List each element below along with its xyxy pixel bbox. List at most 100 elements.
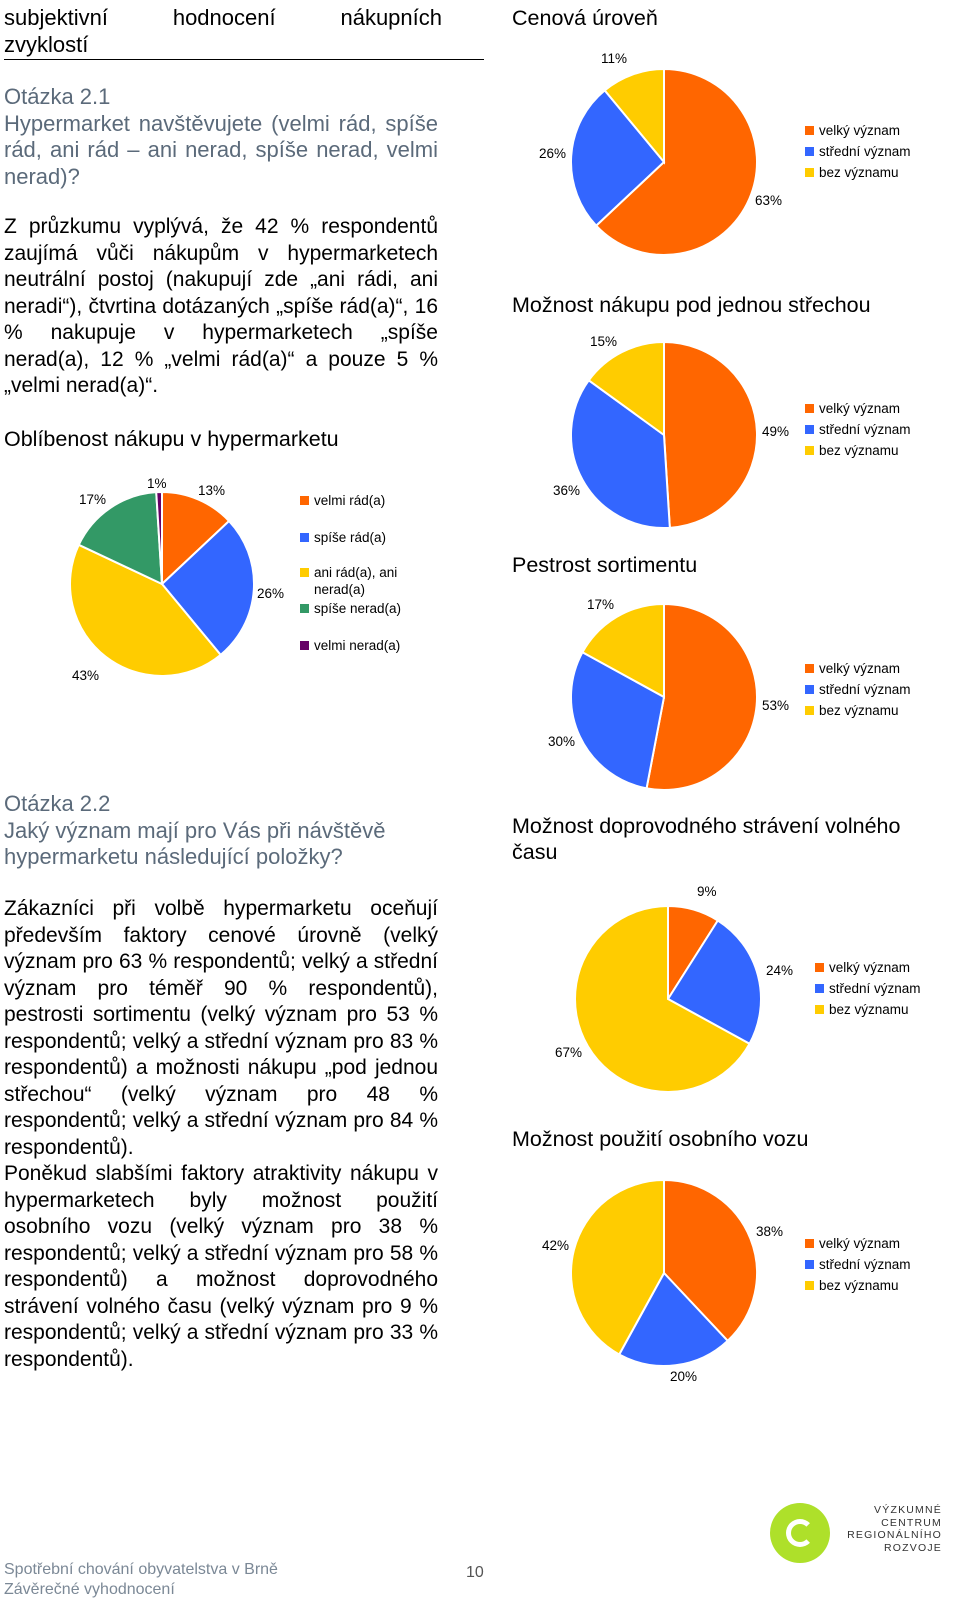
data-label: 38% — [756, 1224, 784, 1239]
data-label: 9% — [697, 884, 717, 899]
data-label: 26% — [257, 586, 285, 601]
legend-oblibenost: velmi rád(a) spíše rád(a) ani rád(a), an… — [300, 490, 450, 656]
legend-label: bez významu — [819, 443, 899, 458]
legend-label: střední význam — [819, 682, 911, 697]
legend-label: střední význam — [819, 422, 911, 437]
pie-slice — [667, 904, 720, 1003]
legend-swatch — [805, 147, 814, 156]
legend-swatch — [300, 568, 309, 577]
legend-item: spíše nerad(a) — [300, 598, 450, 619]
pie-slice — [663, 340, 758, 529]
legend-swatch — [300, 533, 309, 542]
legend-swatch — [805, 404, 814, 413]
pie-slice — [663, 1178, 758, 1343]
footer-line1: Spotřební chování obyvatelstva v Brně — [4, 1561, 278, 1578]
legend-swatch — [805, 685, 814, 694]
legend-label: spíše nerad(a) — [314, 601, 402, 616]
pie-slice — [570, 88, 666, 228]
legend-label: velký význam — [819, 661, 901, 676]
legend-item: střední význam — [805, 679, 911, 700]
question-label: Otázka 2.2 — [4, 791, 111, 816]
legend-swatch — [300, 496, 309, 505]
legend-label: ani rád(a), ani nerad(a) — [314, 565, 398, 597]
pie-slice — [594, 67, 758, 256]
legend-label: bez významu — [819, 1278, 899, 1293]
pie-slice — [160, 519, 255, 657]
legend-osobni-vuz: velký význam střední význam bez významu — [805, 1233, 911, 1296]
chart-title: Možnost použití osobního vozu — [512, 1127, 809, 1151]
chart-title: Cenová úroveň — [512, 6, 658, 30]
legend-label: bez významu — [819, 703, 899, 718]
legend-item: střední význam — [805, 419, 911, 440]
pie-slice — [69, 543, 223, 677]
pie-slice — [570, 650, 666, 790]
legend-swatch — [815, 1005, 824, 1014]
pie-slice — [155, 490, 163, 585]
legend-item: bez významu — [815, 999, 921, 1020]
pie-slice — [574, 904, 751, 1093]
legend-swatch — [805, 1260, 814, 1269]
question-label: Otázka 2.1 — [4, 84, 111, 109]
legend-label: velký význam — [819, 401, 901, 416]
legend-label: střední význam — [819, 1257, 911, 1272]
legend-swatch — [805, 425, 814, 434]
pie-slice — [617, 1271, 730, 1367]
legend-label: střední význam — [829, 981, 921, 996]
question-2-2: Otázka 2.2 Jaký význam mají pro Vás při … — [4, 791, 438, 871]
legend-item: bez významu — [805, 1275, 911, 1296]
legend-volny-cas: velký význam střední význam bez významu — [815, 957, 921, 1020]
data-label: 42% — [542, 1238, 570, 1253]
section-heading: subjektivní hodnocení nákupních zvyklost… — [4, 4, 484, 60]
pie-slice — [587, 340, 665, 437]
paragraph-q1: Z průzkumu vyplývá, že 42 % respondentů … — [4, 215, 438, 397]
pie-slice — [603, 67, 665, 165]
chart-title: Pestrost sortimentu — [512, 553, 698, 577]
heading-word: subjektivní — [4, 5, 108, 30]
legend-label: velký význam — [819, 123, 901, 138]
chart-title: Oblíbenost nákupu v hypermarketu — [4, 427, 339, 451]
legend-label: velký význam — [829, 960, 911, 975]
legend-swatch — [805, 664, 814, 673]
page-number: 10 — [466, 1564, 484, 1581]
legend-item: ani rád(a), ani nerad(a) — [300, 564, 450, 598]
legend-label: velmi nerad(a) — [314, 638, 401, 653]
legend-swatch — [805, 1281, 814, 1290]
logo-icon — [770, 1503, 830, 1563]
legend-swatch — [300, 604, 309, 613]
legend-item: střední význam — [815, 978, 921, 999]
question-2-1: Otázka 2.1 Hypermarket navštěvujete (vel… — [4, 84, 438, 190]
data-label: 43% — [72, 668, 100, 683]
pie-slice — [645, 602, 758, 791]
chart-title: Možnost nákupu pod jednou střechou — [512, 293, 871, 317]
legend-label: bez významu — [819, 165, 899, 180]
pie-slice — [666, 919, 762, 1046]
data-label: 63% — [755, 193, 783, 208]
paragraph-q2-part2: Poněkud slabšími faktory atraktivity nák… — [4, 1162, 438, 1371]
legend-item: velký význam — [815, 957, 921, 978]
data-label: 15% — [590, 334, 618, 349]
data-label: 53% — [762, 698, 790, 713]
pie-slice — [570, 1178, 665, 1356]
legend-item: velký význam — [805, 1233, 911, 1254]
legend-item: bez významu — [805, 162, 911, 183]
legend-swatch — [815, 963, 824, 972]
data-label: 67% — [555, 1045, 583, 1060]
data-label: 1% — [147, 476, 167, 491]
legend-label: bez významu — [829, 1002, 909, 1017]
legend-label: velmi rád(a) — [314, 493, 386, 508]
pie-slice — [161, 490, 231, 587]
legend-swatch — [805, 706, 814, 715]
legend-item: velmi rád(a) — [300, 490, 450, 511]
logo-line: VÝZKUMNÉ — [874, 1504, 942, 1516]
legend-swatch — [805, 168, 814, 177]
legend-item: velký význam — [805, 120, 911, 141]
pie-slice — [570, 378, 671, 529]
data-label: 13% — [198, 483, 226, 498]
pie-slice — [581, 602, 665, 699]
logo-line: CENTRUM — [881, 1516, 942, 1529]
data-label: 24% — [766, 963, 794, 978]
footer: Spotřební chování obyvatelstva v Brně Zá… — [4, 1560, 278, 1600]
data-label: 36% — [553, 483, 581, 498]
legend-item: spíše rád(a) — [300, 527, 450, 548]
footer-line2: Závěrečné vyhodnocení — [4, 1581, 175, 1598]
